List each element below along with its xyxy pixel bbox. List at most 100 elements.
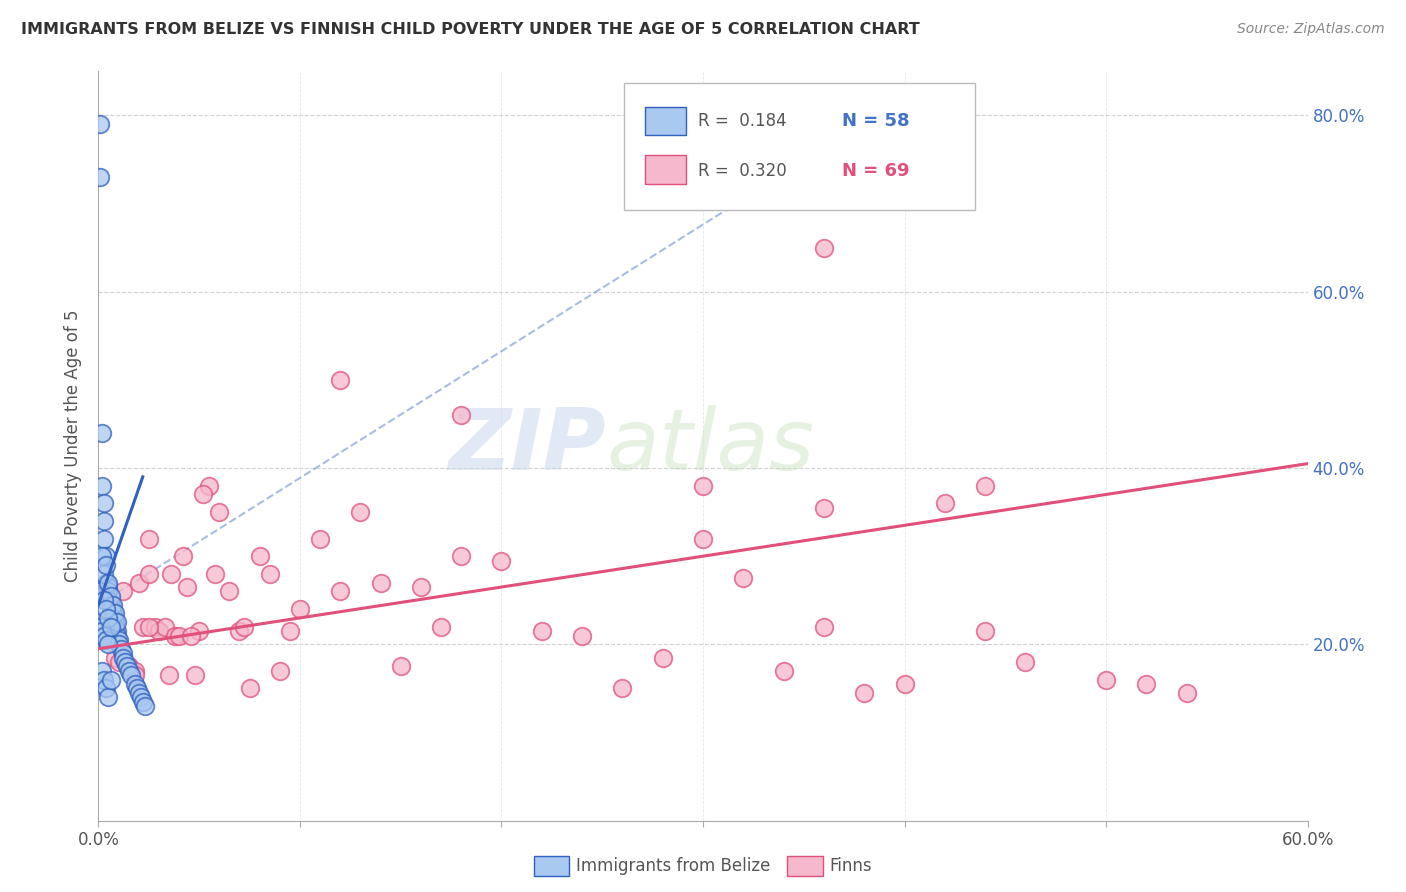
Point bbox=[107, 655, 129, 669]
Point bbox=[100, 589, 122, 603]
FancyBboxPatch shape bbox=[645, 106, 686, 135]
Point bbox=[288, 602, 311, 616]
Point bbox=[138, 532, 160, 546]
Point bbox=[176, 580, 198, 594]
Point bbox=[129, 690, 152, 705]
Point bbox=[100, 620, 122, 634]
Point bbox=[97, 580, 120, 594]
Point bbox=[204, 566, 226, 581]
Point bbox=[97, 637, 120, 651]
Point bbox=[692, 532, 714, 546]
Point bbox=[450, 408, 472, 422]
Point bbox=[157, 668, 180, 682]
Point bbox=[105, 628, 128, 642]
Point bbox=[1175, 686, 1198, 700]
Point bbox=[89, 117, 111, 131]
Point bbox=[974, 478, 997, 492]
Point bbox=[103, 607, 125, 621]
Point bbox=[430, 620, 453, 634]
Point bbox=[239, 681, 262, 696]
Point bbox=[370, 575, 392, 590]
Point bbox=[110, 641, 132, 656]
Point bbox=[93, 566, 115, 581]
Point bbox=[115, 659, 138, 673]
Point bbox=[1014, 655, 1036, 669]
Point bbox=[893, 677, 915, 691]
Point bbox=[409, 580, 432, 594]
Point bbox=[93, 673, 115, 687]
FancyBboxPatch shape bbox=[645, 155, 686, 184]
Point bbox=[96, 602, 118, 616]
Point bbox=[100, 673, 122, 687]
Point bbox=[132, 695, 155, 709]
Point bbox=[124, 664, 146, 678]
Point bbox=[143, 620, 166, 634]
Point bbox=[309, 532, 332, 546]
Text: Immigrants from Belize: Immigrants from Belize bbox=[576, 857, 770, 875]
Point bbox=[93, 628, 115, 642]
Point bbox=[259, 566, 281, 581]
Point bbox=[813, 241, 835, 255]
Point bbox=[111, 646, 134, 660]
Text: N = 58: N = 58 bbox=[842, 112, 910, 130]
Point bbox=[93, 593, 115, 607]
Point bbox=[93, 496, 115, 510]
Point bbox=[269, 664, 291, 678]
Point bbox=[198, 478, 221, 492]
Point bbox=[329, 373, 352, 387]
Point bbox=[180, 628, 202, 642]
Point bbox=[228, 624, 250, 639]
Point bbox=[93, 514, 115, 528]
Point bbox=[491, 553, 513, 567]
Point bbox=[232, 620, 254, 634]
Point bbox=[163, 628, 186, 642]
Point bbox=[96, 558, 118, 572]
Point bbox=[103, 615, 125, 630]
Point bbox=[111, 650, 134, 665]
Point bbox=[91, 478, 114, 492]
Point bbox=[974, 624, 997, 639]
Point bbox=[1095, 673, 1118, 687]
Point bbox=[105, 624, 128, 639]
Point bbox=[134, 699, 156, 714]
Text: N = 69: N = 69 bbox=[842, 162, 910, 180]
Text: R =  0.184: R = 0.184 bbox=[699, 112, 787, 130]
Point bbox=[89, 620, 111, 634]
Point bbox=[97, 611, 120, 625]
Point bbox=[107, 632, 129, 647]
Y-axis label: Child Poverty Under the Age of 5: Child Poverty Under the Age of 5 bbox=[65, 310, 83, 582]
Point bbox=[132, 620, 155, 634]
Point bbox=[733, 571, 755, 585]
Point bbox=[89, 584, 111, 599]
Text: R =  0.320: R = 0.320 bbox=[699, 162, 787, 180]
Point bbox=[100, 602, 122, 616]
Point bbox=[208, 505, 231, 519]
Point bbox=[100, 598, 122, 612]
Point bbox=[103, 650, 125, 665]
Point bbox=[160, 566, 183, 581]
Point bbox=[124, 668, 146, 682]
Point bbox=[111, 584, 134, 599]
Point bbox=[96, 575, 118, 590]
Point bbox=[278, 624, 301, 639]
Point bbox=[934, 496, 956, 510]
Point bbox=[124, 677, 146, 691]
Point bbox=[103, 620, 125, 634]
Point bbox=[329, 584, 352, 599]
Point bbox=[184, 668, 207, 682]
Point bbox=[118, 664, 141, 678]
Point bbox=[97, 593, 120, 607]
Point bbox=[172, 549, 194, 564]
Point bbox=[101, 598, 124, 612]
Point bbox=[389, 659, 412, 673]
Point bbox=[101, 611, 124, 625]
Point bbox=[167, 628, 190, 642]
Point bbox=[96, 549, 118, 564]
Point bbox=[114, 655, 136, 669]
Point bbox=[91, 549, 114, 564]
Point bbox=[120, 668, 142, 682]
Point bbox=[96, 681, 118, 696]
Point bbox=[571, 628, 593, 642]
Point bbox=[193, 487, 215, 501]
FancyBboxPatch shape bbox=[624, 83, 976, 210]
